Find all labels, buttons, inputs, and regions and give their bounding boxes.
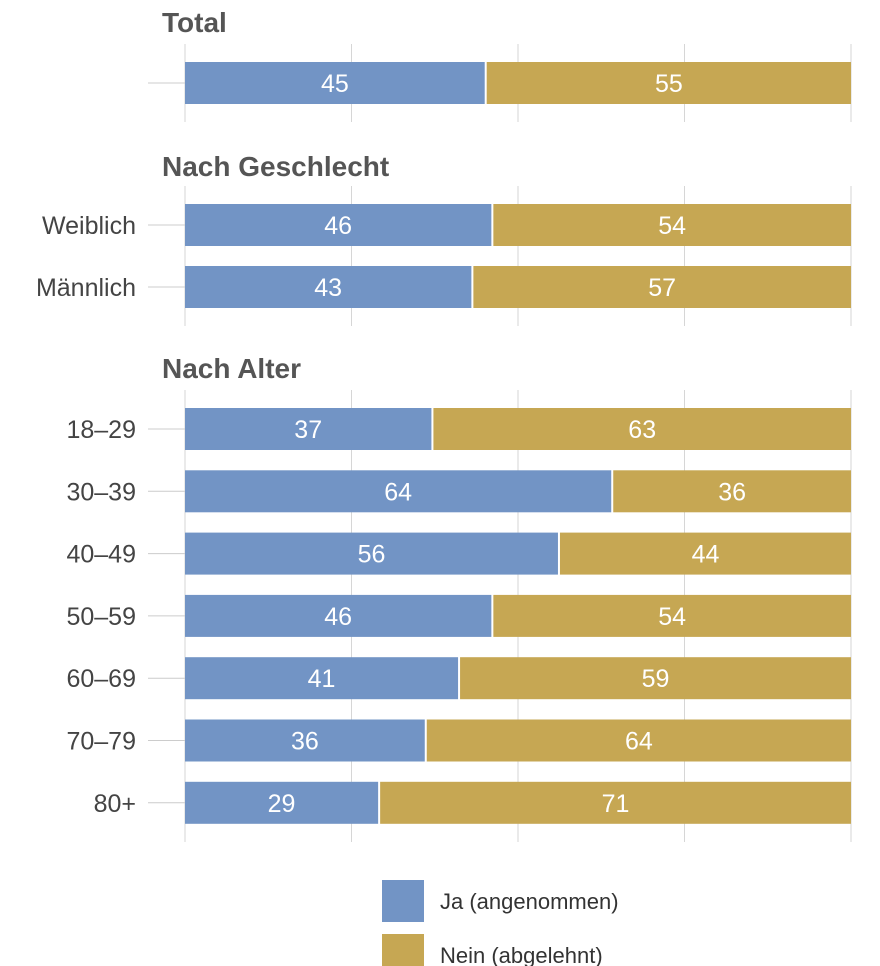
bar-ja-80+ xyxy=(185,781,379,824)
bar-value-nein-70-79: 64 xyxy=(625,728,653,756)
bar-ja-männlich xyxy=(185,266,472,308)
bar-value-ja-30-39: 64 xyxy=(384,478,412,506)
bar-nein-70-79 xyxy=(426,719,851,762)
legend-swatch-nein xyxy=(382,934,424,966)
bar-ja-total xyxy=(185,62,485,104)
bar-value-ja-50-59: 46 xyxy=(324,603,352,631)
row-label-40-49: 40–49 xyxy=(66,541,136,569)
bar-value-nein-total: 55 xyxy=(655,70,683,98)
bar-value-nein-weiblich: 54 xyxy=(658,212,686,240)
bar-ja-30-39 xyxy=(185,470,612,513)
bar-value-nein-60-69: 59 xyxy=(642,665,670,693)
bar-value-ja-total: 45 xyxy=(321,70,349,98)
row-label-weiblich: Weiblich xyxy=(42,212,136,240)
bar-value-ja-80+: 29 xyxy=(268,790,296,818)
row-label-30-39: 30–39 xyxy=(66,478,136,506)
legend: Ja (angenommen) Nein (abgelehnt) xyxy=(382,880,619,966)
bar-value-ja-18-29: 37 xyxy=(294,416,322,444)
bar-value-ja-40-49: 56 xyxy=(358,541,386,569)
row-label-50-59: 50–59 xyxy=(66,603,136,631)
row-label-80+: 80+ xyxy=(94,790,136,818)
row-label-60-69: 60–69 xyxy=(66,665,136,693)
bar-nein-18-29 xyxy=(433,408,851,450)
legend-swatch-ja xyxy=(382,880,424,922)
bar-nein-männlich xyxy=(473,266,851,308)
bar-value-ja-60-69: 41 xyxy=(308,665,336,693)
bar-ja-50-59 xyxy=(185,594,492,637)
bar-nein-total xyxy=(486,62,851,104)
bar-nein-30-39 xyxy=(613,470,851,513)
bar-ja-70-79 xyxy=(185,719,425,762)
section-title-nach-alter: Nach Alter xyxy=(162,353,301,384)
row-label-70-79: 70–79 xyxy=(66,728,136,756)
bar-ja-40-49 xyxy=(185,532,558,575)
bar-value-nein-40-49: 44 xyxy=(692,541,720,569)
bar-value-nein-50-59: 54 xyxy=(658,603,686,631)
label-layer: Total 45 55 Nach Geschlecht Weiblich 46 54 Männ… xyxy=(36,7,746,818)
bar-value-ja-männlich: 43 xyxy=(314,274,342,302)
section-title-total: Total xyxy=(162,7,227,38)
legend-label-ja: Ja (angenommen) xyxy=(440,889,619,914)
bar-nein-50-59 xyxy=(493,594,851,637)
legend-label-nein: Nein (abgelehnt) xyxy=(440,943,603,966)
row-label-männlich: Männlich xyxy=(36,274,136,302)
bar-nein-40-49 xyxy=(559,532,851,575)
bar-value-ja-weiblich: 46 xyxy=(324,212,352,240)
bar-value-ja-70-79: 36 xyxy=(291,728,319,756)
bar-ja-18-29 xyxy=(185,408,432,450)
row-label-18-29: 18–29 xyxy=(66,416,136,444)
bar-nein-60-69 xyxy=(460,657,851,700)
bar-value-nein-80+: 71 xyxy=(602,790,630,818)
section-title-nach-geschlecht: Nach Geschlecht xyxy=(162,151,389,182)
bar-nein-weiblich xyxy=(493,204,851,246)
bar-value-nein-30-39: 36 xyxy=(718,478,746,506)
bar-ja-weiblich xyxy=(185,204,492,246)
bar-nein-80+ xyxy=(380,781,851,824)
bar-value-nein-männlich: 57 xyxy=(648,274,676,302)
bar-layer xyxy=(185,62,851,824)
bar-ja-60-69 xyxy=(185,657,459,700)
bar-value-nein-18-29: 63 xyxy=(628,416,656,444)
